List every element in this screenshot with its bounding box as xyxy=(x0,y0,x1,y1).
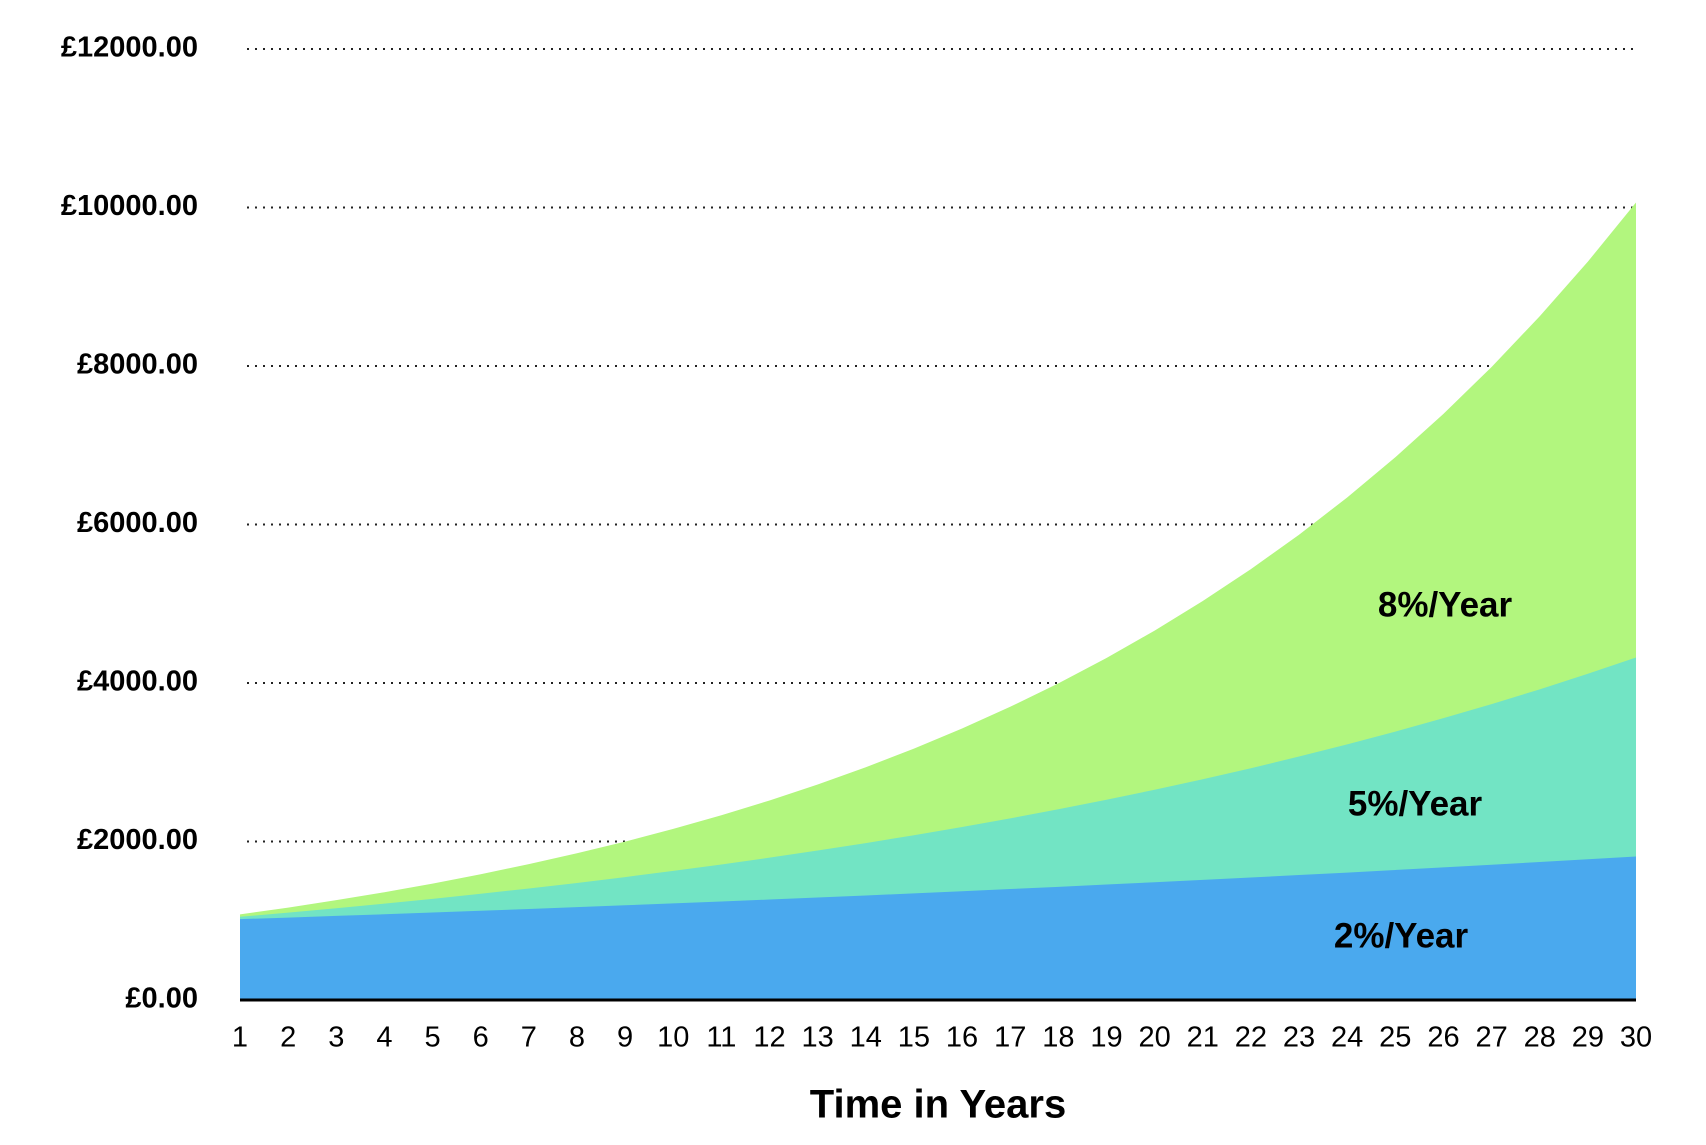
x-tick-label: 26 xyxy=(1427,1022,1459,1054)
x-tick-label: 29 xyxy=(1572,1022,1604,1054)
x-tick-label: 13 xyxy=(802,1022,834,1054)
x-tick-label: 7 xyxy=(521,1022,537,1054)
x-tick-label: 19 xyxy=(1090,1022,1122,1054)
area xyxy=(240,856,1636,1000)
x-tick-label: 16 xyxy=(946,1022,978,1054)
y-tick-label: £6000.00 xyxy=(77,507,198,539)
y-tick-label: £2000.00 xyxy=(77,824,198,856)
x-tick-label: 10 xyxy=(657,1022,689,1054)
y-tick-label: £12000.00 xyxy=(61,32,198,64)
x-tick-label: 15 xyxy=(898,1022,930,1054)
x-tick-label: 17 xyxy=(994,1022,1026,1054)
x-tick-label: 6 xyxy=(473,1022,489,1054)
x-tick-label: 28 xyxy=(1524,1022,1556,1054)
x-tick-label: 1 xyxy=(232,1022,248,1054)
x-tick-label: 4 xyxy=(376,1022,392,1054)
x-tick-label: 22 xyxy=(1235,1022,1267,1054)
x-tick-label: 30 xyxy=(1620,1022,1652,1054)
y-tick-label: £8000.00 xyxy=(77,349,198,381)
series-label: 5%/Year xyxy=(1348,784,1483,823)
y-tick-label: £4000.00 xyxy=(77,666,198,698)
x-tick-label: 8 xyxy=(569,1022,585,1054)
x-tick-label: 20 xyxy=(1138,1022,1170,1054)
x-tick-label: 18 xyxy=(1042,1022,1074,1054)
x-tick-label: 24 xyxy=(1331,1022,1363,1054)
y-tick-label: £10000.00 xyxy=(61,190,198,222)
series-label: 2%/Year xyxy=(1334,916,1469,955)
x-tick-label: 2 xyxy=(280,1022,296,1054)
x-tick-label: 5 xyxy=(424,1022,440,1054)
y-tick-label: £0.00 xyxy=(125,983,198,1015)
x-tick-label: 9 xyxy=(617,1022,633,1054)
x-tick-label: 23 xyxy=(1283,1022,1315,1054)
x-tick-label: 12 xyxy=(753,1022,785,1054)
x-tick-label: 14 xyxy=(850,1022,882,1054)
x-tick-label: 27 xyxy=(1475,1022,1507,1054)
x-axis-title: Time in Years xyxy=(810,1083,1066,1127)
x-tick-label: 11 xyxy=(706,1022,736,1054)
series-label: 8%/Year xyxy=(1378,585,1513,624)
x-tick-label: 3 xyxy=(328,1022,344,1054)
x-tick-label: 21 xyxy=(1187,1022,1219,1054)
x-tick-label: 25 xyxy=(1379,1022,1411,1054)
